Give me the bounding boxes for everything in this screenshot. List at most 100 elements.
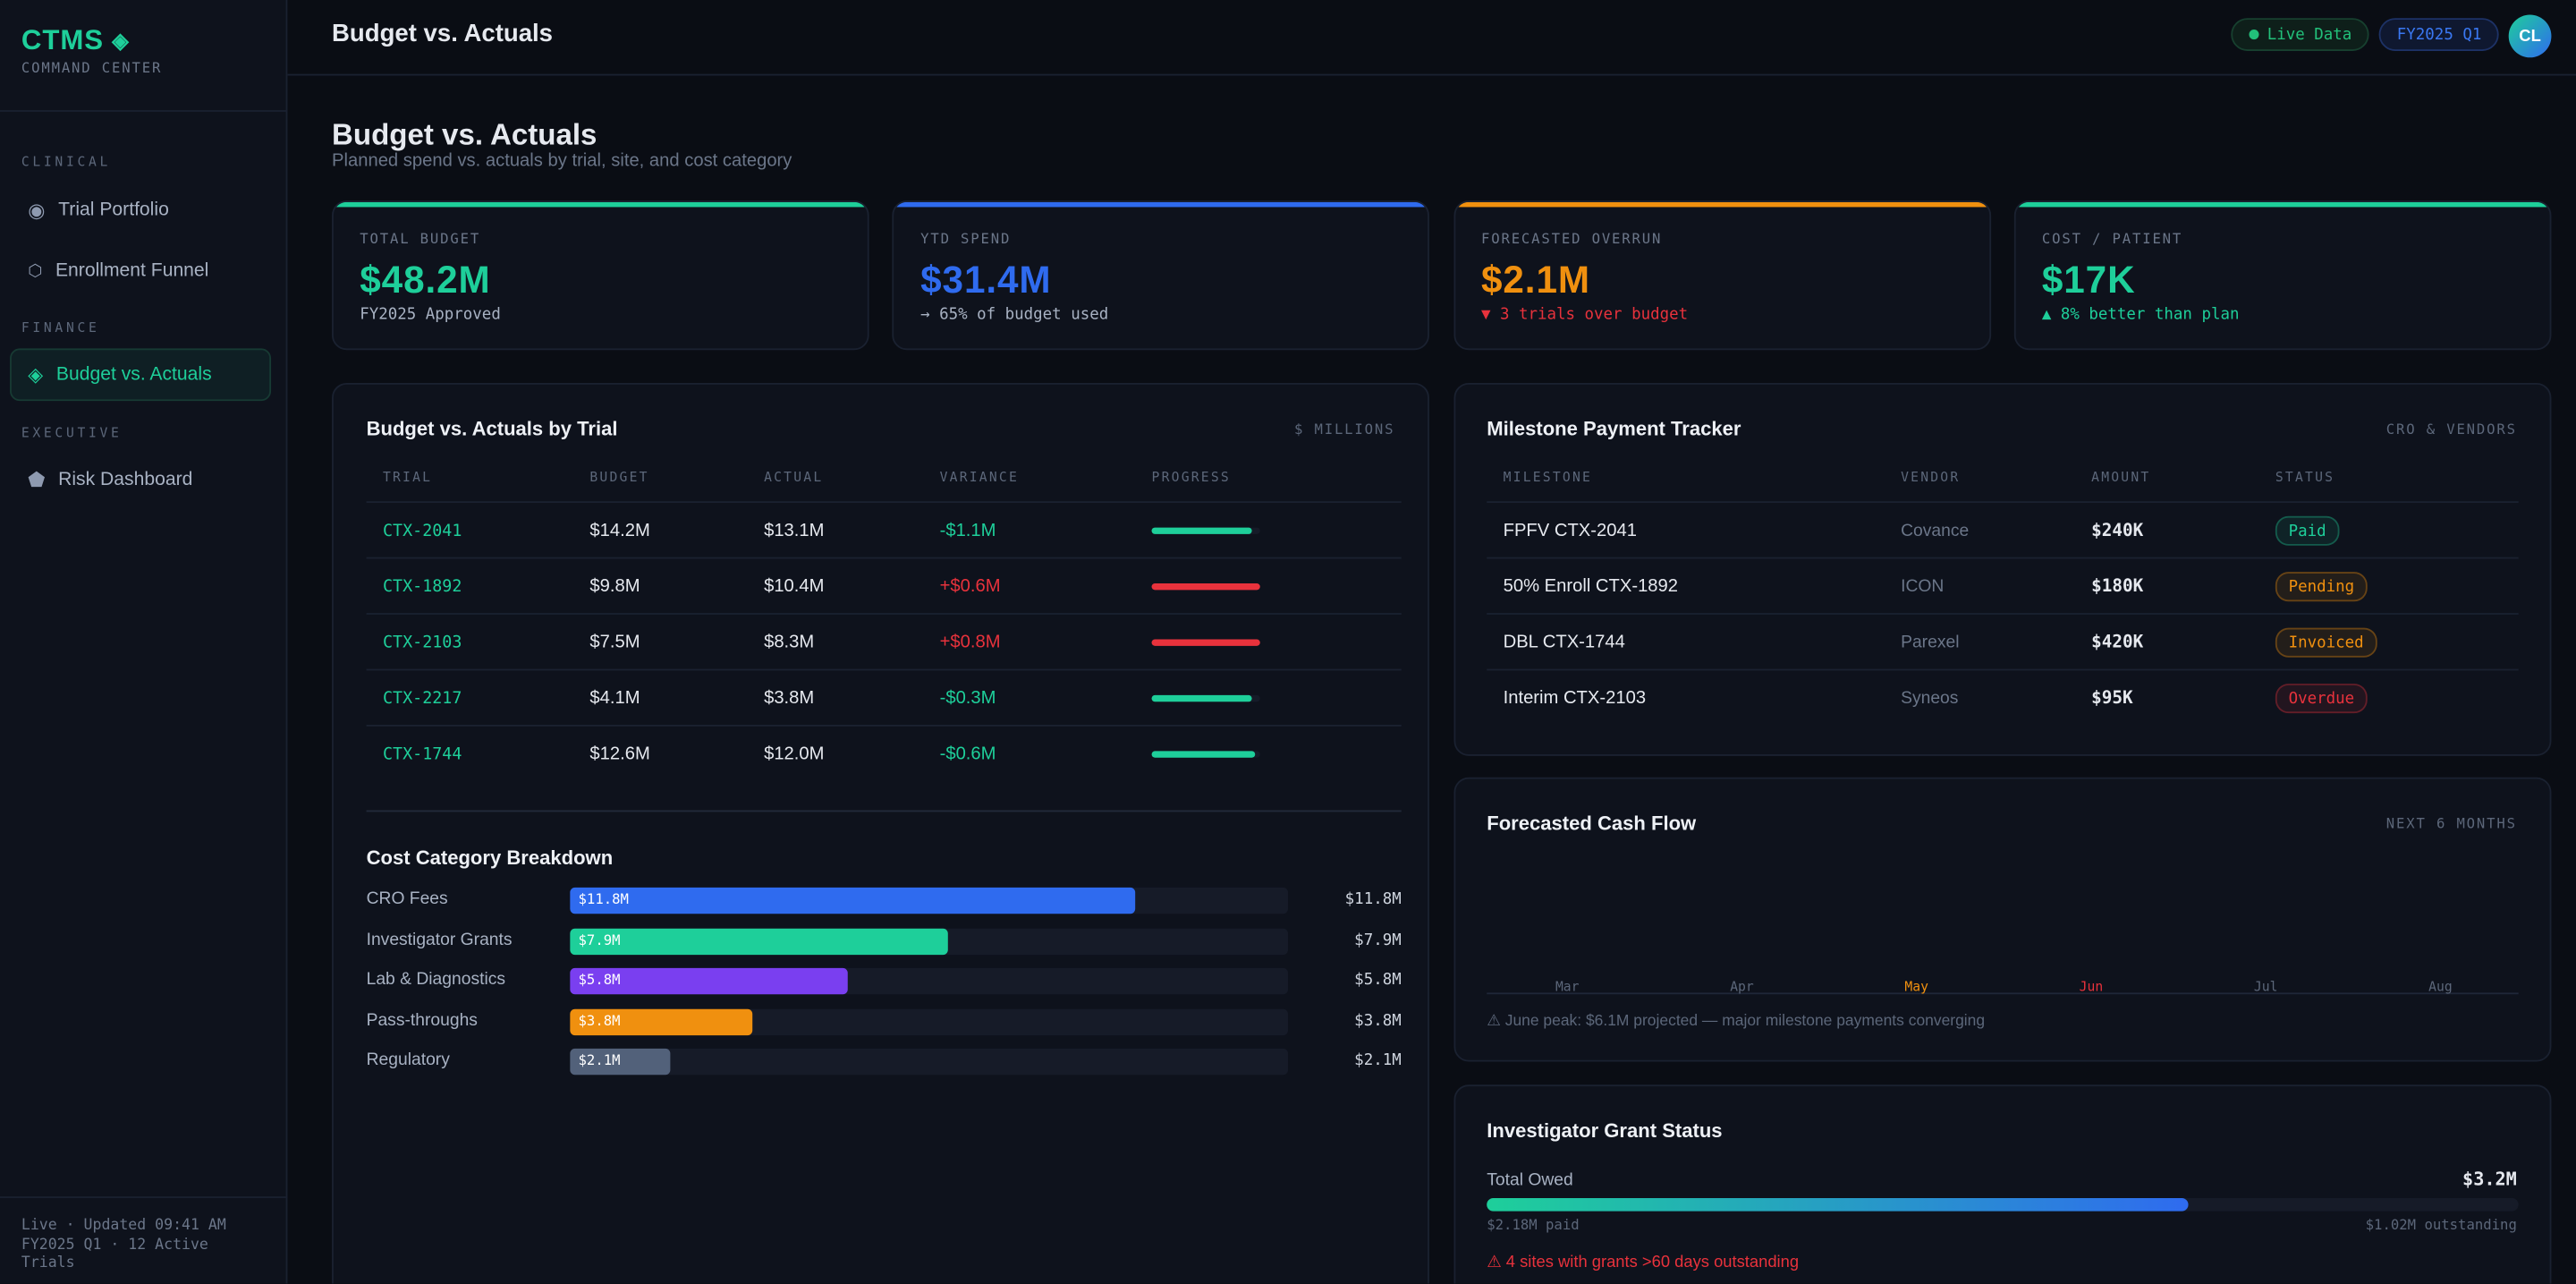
table-row[interactable]: CTX-2103 $7.5M $8.3M +$0.8M xyxy=(366,613,1402,668)
kpi-subtext: ▲ 8% better than plan xyxy=(2041,305,2240,324)
kpi-accent-bar xyxy=(333,201,868,208)
period-selector[interactable]: FY2025 Q1 xyxy=(2378,18,2500,51)
table-row[interactable]: FPFV CTX-2041 Covance $240K Paid xyxy=(1487,501,2519,557)
cost-bar-fill: $7.9M xyxy=(570,927,949,955)
variance-value: +$0.6M xyxy=(939,576,1001,597)
cost-value: $7.9M xyxy=(1354,931,1402,949)
cost-bar-track: $11.8M xyxy=(570,887,1288,914)
kpi-value: $48.2M xyxy=(360,258,491,302)
budget-value: $4.1M xyxy=(589,688,640,709)
cost-value: $3.8M xyxy=(1354,1011,1402,1030)
card-tag: $ MILLIONS xyxy=(1293,422,1395,439)
variance-value: -$0.3M xyxy=(939,688,996,709)
section-clinical: CLINICAL xyxy=(21,154,112,170)
table-row[interactable]: 50% Enroll CTX-1892 ICON $180K Pending xyxy=(1487,557,2519,613)
grant-paid: $2.18M paid xyxy=(1487,1218,1580,1235)
section-finance: FINANCE xyxy=(21,320,100,336)
table-row[interactable]: Interim CTX-2103 Syneos $95K Overdue xyxy=(1487,668,2519,726)
column-header: VENDOR xyxy=(1901,470,1961,485)
milestone-name: FPFV CTX-2041 xyxy=(1503,521,1637,541)
month-label: Jun xyxy=(2079,979,2104,995)
progress-bar xyxy=(1151,527,1260,534)
sidebar: CTMS ◈ COMMAND CENTER CLINICAL ◉ Trial Por… xyxy=(0,0,288,1284)
cost-value: $2.1M xyxy=(1354,1051,1402,1070)
investigator-grant-status: Investigator Grant Status Total Owed $3.… xyxy=(1453,1084,2552,1284)
vendor-name: Syneos xyxy=(1901,688,1959,709)
month-label: Aug xyxy=(2428,979,2453,995)
month-label: May xyxy=(1904,979,1928,995)
trial-id[interactable]: CTX-1744 xyxy=(382,744,462,764)
card-title: Cost Category Breakdown xyxy=(366,846,614,870)
actual-value: $12.0M xyxy=(764,744,825,765)
diamond-icon: ◈ xyxy=(28,362,44,387)
table-row[interactable]: CTX-1744 $12.6M $12.0M -$0.6M xyxy=(366,724,1402,780)
status-badge: Paid xyxy=(2275,515,2340,546)
progress-fill xyxy=(1151,527,1252,534)
trial-id[interactable]: CTX-1892 xyxy=(382,577,462,596)
trial-id[interactable]: CTX-2103 xyxy=(382,633,462,652)
amount-value: $240K xyxy=(2091,521,2144,541)
sidebar-item-label: Budget vs. Actuals xyxy=(55,364,212,385)
total-owed-label: Total Owed xyxy=(1487,1169,1573,1190)
cost-row: Pass-throughs $3.8M $3.8M xyxy=(367,1008,1402,1035)
logo: CTMS ◈ xyxy=(21,25,130,58)
column-header: BUDGET xyxy=(589,470,649,485)
budget-value: $12.6M xyxy=(589,744,650,765)
status-badge: Overdue xyxy=(2275,684,2368,714)
sidebar-item-budget-vs-actuals[interactable]: ◈ Budget vs. Actuals xyxy=(10,348,272,402)
sidebar-item-label: Risk Dashboard xyxy=(58,470,193,490)
budget-vs-actuals-panel: Budget vs. Actuals by Trial $ MILLIONS T… xyxy=(332,382,1429,1284)
sidebar-item-trial-portfolio[interactable]: ◉ Trial Portfolio xyxy=(10,184,271,237)
header-title: Budget vs. Actuals xyxy=(332,20,554,48)
cost-bar-fill: $3.8M xyxy=(570,1008,752,1035)
status-cell: Overdue xyxy=(2275,670,2368,726)
kpi-card: COST / PATIENT $17K ▲ 8% better than plan xyxy=(2013,200,2552,351)
status-badge: Invoiced xyxy=(2275,627,2377,658)
cost-value: $11.8M xyxy=(1344,890,1402,909)
kpi-label: FORECASTED OVERRUN xyxy=(1480,231,1663,249)
kpi-value: $31.4M xyxy=(920,258,1052,302)
divider xyxy=(366,810,1402,812)
milestone-name: 50% Enroll CTX-1892 xyxy=(1503,576,1679,597)
table-row[interactable]: DBL CTX-1744 Parexel $420K Invoiced xyxy=(1487,613,2519,670)
actual-value: $10.4M xyxy=(764,576,825,597)
progress-bar xyxy=(1151,583,1260,591)
amount-value: $95K xyxy=(2091,688,2133,709)
variance-value: +$0.8M xyxy=(939,633,1001,653)
forecasted-cash-flow: Forecasted Cash Flow NEXT 6 MONTHS Mar Ap… xyxy=(1453,777,2552,1062)
trial-id[interactable]: CTX-2217 xyxy=(382,689,462,708)
month-label: Apr xyxy=(1730,979,1754,995)
table-row[interactable]: CTX-1892 $9.8M $10.4M +$0.6M xyxy=(366,557,1402,613)
avatar[interactable]: CL xyxy=(2508,14,2552,58)
trial-id[interactable]: CTX-2041 xyxy=(382,522,462,540)
kpi-value: $2.1M xyxy=(1480,258,1591,302)
page-title: Budget vs. Actuals xyxy=(332,118,597,151)
sidebar-item-risk-dashboard[interactable]: ⬟ Risk Dashboard xyxy=(10,454,271,506)
sidebar-status: Live · Updated 09:41 AM FY2025 Q1 · 12 A… xyxy=(21,1218,226,1272)
month-label: Mar xyxy=(1555,979,1580,995)
kpi-card: FORECASTED OVERRUN $2.1M ▼ 3 trials over b… xyxy=(1453,200,1991,351)
kpi-value: $17K xyxy=(2041,258,2136,302)
vendor-name: Parexel xyxy=(1901,633,1960,653)
cost-row: CRO Fees $11.8M $11.8M xyxy=(366,887,1402,914)
budget-value: $9.8M xyxy=(589,576,640,597)
section-executive: EXECUTIVE xyxy=(21,425,123,441)
kpi-accent-bar xyxy=(894,201,1428,208)
cost-bar-track: $5.8M xyxy=(570,967,1288,995)
sidebar-item-enrollment-funnel[interactable]: ⬡ Enrollment Funnel xyxy=(10,245,271,298)
progress-bar xyxy=(1151,694,1260,702)
progress-fill xyxy=(1151,694,1253,702)
column-header: MILESTONE xyxy=(1503,470,1593,485)
actual-value: $3.8M xyxy=(764,688,815,709)
progress-fill xyxy=(1151,751,1255,758)
table-row[interactable]: CTX-2041 $14.2M $13.1M -$1.1M xyxy=(366,501,1402,557)
cost-label: CRO Fees xyxy=(366,889,448,909)
cost-bar-fill: $11.8M xyxy=(570,887,1135,914)
total-owed-value: $3.2M xyxy=(2462,1168,2517,1190)
column-header: TRIAL xyxy=(382,470,433,485)
target-icon: ◉ xyxy=(28,199,46,222)
status-cell: Invoiced xyxy=(2275,615,2377,670)
budget-value: $7.5M xyxy=(589,633,640,653)
table-row[interactable]: CTX-2217 $4.1M $3.8M -$0.3M xyxy=(366,668,1402,725)
